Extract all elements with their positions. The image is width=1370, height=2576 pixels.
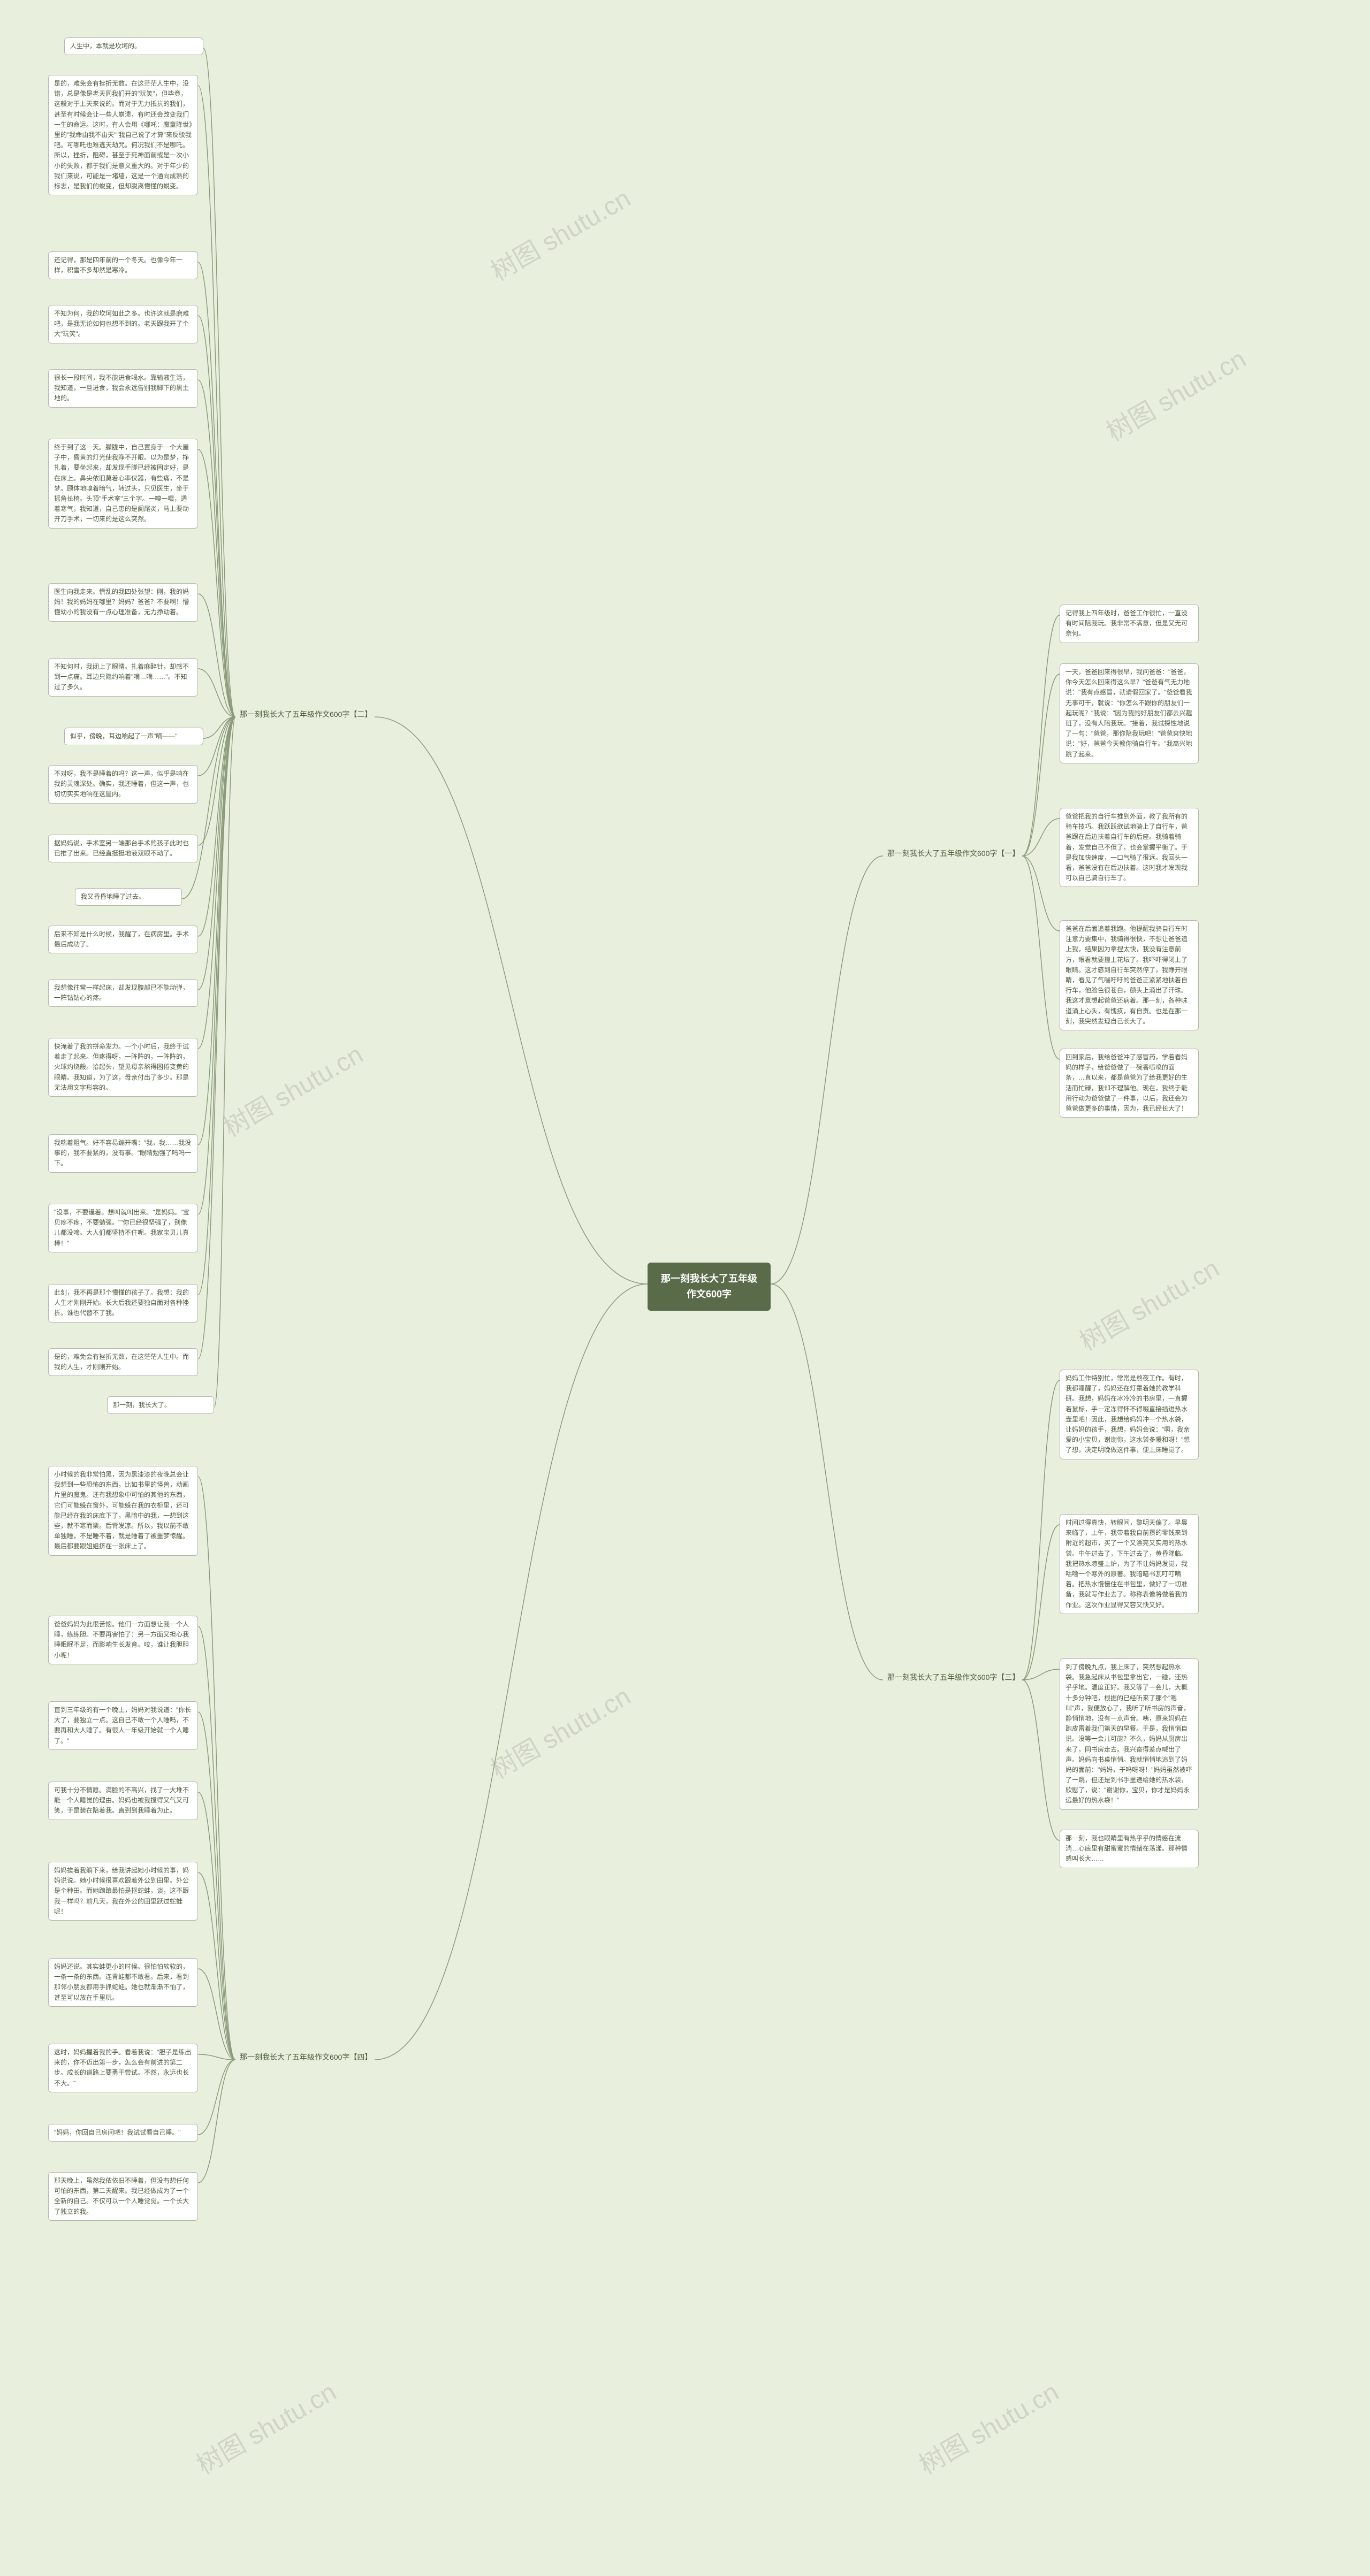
leaf-node: 不知何时，我闭上了眼睛。扎着麻醉针，却感不到一点痛。耳边只隐约响着"嘀…嘀……"… [48, 658, 198, 697]
section-title: 那一刻我长大了五年级作文600字【一】 [883, 845, 1022, 861]
leaf-node: 那天晚上，虽然我依依旧不睡着，但没有想任何可怕的东西，第二天醒来。我已经做成为了… [48, 2172, 198, 2221]
leaf-node: 妈妈还说。其实蛙更小的时候。很怕怕软软的，一条一条的东西。连青蛙都不敢看。后来，… [48, 1958, 198, 2007]
leaf-node: 爸爸妈妈为此很苦恼。他们一方面想让我一个人睡，练练胆。不要再害怕了：另一方面又担… [48, 1616, 198, 1664]
leaf-node: 回到家后，我给爸爸冲了感冒药，学着看妈妈的样子，给爸爸做了一碗香喷喷的面条，…直… [1060, 1049, 1199, 1118]
leaf-node: 妈妈挨着我躺下来，给我讲起她小时候的事，妈妈说说。她小时候很喜欢跟着外公到田里。… [48, 1862, 198, 1921]
watermark: 树图 shutu.cn [215, 1034, 369, 1144]
leaf-node: 可我十分不情愿。满脸的不高兴，找了一大堆不能一个人睡觉的理由。妈妈也被我搅得又气… [48, 1782, 198, 1820]
watermark: 树图 shutu.cn [911, 2371, 1064, 2481]
leaf-node: 小时候的我非常怕黑，因为黑漆漆的夜晚总会让我想到一些恐怖的东西，比如书里的怪兽，… [48, 1466, 198, 1556]
leaf-node: 此刻，我不再是那个懵懂的孩子了。我想：我的人生才刚刚开始。长大后我还要独自面对各… [48, 1284, 198, 1323]
leaf-node: 我喘着粗气。好不容易蹦开嘴："我，我……我没事的，我不要紧的，没有事。"眼睛勉强… [48, 1134, 198, 1173]
leaf-node: 记得我上四年级时，爸爸工作很忙，一直没有时间陪我玩。我非常不满意，但是又无可奈何… [1060, 605, 1199, 643]
watermark: 树图 shutu.cn [188, 2371, 342, 2481]
leaf-node: 不知为何，我的坎坷如此之多。也许这就是磨难吧，是我无论如何也想不到的。老天跟我开… [48, 305, 198, 343]
leaf-node: 我想像往常一样起床，却发现腹部已不能动弹，一阵钻钻心的疼。 [48, 979, 198, 1007]
leaf-node: 爸爸把我的自行车推到外面，教了我所有的骑车技巧。我跃跃欲试地骑上了自行车，爸爸跟… [1060, 808, 1199, 887]
leaf-node: 很长一段时间，我不能进食喝水。靠输液生活，我知道，一旦进食，我会永远告别我脚下的… [48, 369, 198, 408]
leaf-node: 到了傍晚九点，我上床了，突然想起热水袋。我急起床从书包里拿出它，一碰，还热乎乎地… [1060, 1658, 1199, 1810]
leaf-node: 后来不知是什么时候，我醒了，在病房里。手术最后成功了。 [48, 926, 198, 953]
leaf-node: 还记得，那是四年前的一个冬天。也像今年一样，积雪不多却然是寒冷。 [48, 251, 198, 279]
root-node: 那一刻我长大了五年级作文600字 [648, 1263, 771, 1311]
leaf-node: 医生向我走来。慌乱的我四处张望：刚，我的妈妈！我的妈妈在哪里？妈妈？爸爸？不要啊… [48, 583, 198, 622]
leaf-node: "没事，不要逞着。想叫就叫出来。"是妈妈。"宝贝疼不疼，不要勉强。""你已经很坚… [48, 1204, 198, 1252]
leaf-node: 不对呀，我不是睡着的吗？这一声，似乎是响在我的灵魂深处。确实，我还睡着，但这一声… [48, 765, 198, 804]
leaf-node: 一天，爸爸回来得很早，我问爸爸："爸爸，你今天怎么回来得这么早？"爸爸有气无力地… [1060, 663, 1199, 763]
leaf-node: 这时，妈妈握着我的手。看着我说："胆子是练出来的，你不迈出第一步，怎么会有前进的… [48, 2044, 198, 2092]
leaf-node: 人生中，本就是坎坷的。 [64, 37, 203, 55]
watermark: 树图 shutu.cn [1098, 338, 1252, 448]
section-title: 那一刻我长大了五年级作文600字【二】 [235, 706, 375, 722]
watermark: 树图 shutu.cn [1071, 1248, 1225, 1358]
section-title: 那一刻我长大了五年级作文600字【三】 [883, 1669, 1022, 1685]
leaf-node: 我又昏昏地睡了过去。 [75, 888, 182, 906]
leaf-node: 那一刻，我长大了。 [107, 1396, 214, 1414]
leaf-node: 妈妈工作特别忙，常常是熬夜工作。有时，我都睡醒了，妈妈还在灯罩着她的教学科研。我… [1060, 1370, 1199, 1459]
watermark: 树图 shutu.cn [483, 1676, 636, 1786]
leaf-node: 爸爸在后面追着我跑。他提醒我骑自行车时注意力要集中，我骑得很快，不想让爸爸追上我… [1060, 920, 1199, 1030]
section-title: 那一刻我长大了五年级作文600字【四】 [235, 2049, 375, 2065]
leaf-node: 据妈妈说，手术室另一端那台手术的孩子此时也已推了出来。已经直挺挺地液双眼不动了。 [48, 835, 198, 862]
watermark: 树图 shutu.cn [483, 178, 636, 288]
leaf-node: "妈妈，你回自己房间吧！我试试看自己睡。" [48, 2124, 198, 2142]
leaf-node: 直到三年级的有一个晚上，妈妈对我说道："你长大了，要独立一点。这自己不敢一个人睡… [48, 1701, 198, 1750]
leaf-node: 似乎，傍晚，耳边响起了一声"嘀——" [64, 728, 203, 745]
leaf-node: 快淹着了我的拼命发力。一个小时后，我终于试着走了起来。但疼得呀，一阵阵的，一阵阵… [48, 1038, 198, 1097]
leaf-node: 那一刻，我也眼睛里有热乎乎的情感在流淌…心底里有甜蜜蜜的情绪在荡漾。那种情感叫长… [1060, 1830, 1199, 1868]
leaf-node: 时间过得真快，转眼间，黎明天偏了。早晨来临了，上午，我带着我自前攒的零钱来到附近… [1060, 1514, 1199, 1614]
leaf-node: 终于到了这一天。朦胧中，自己置身于一个大屋子中，昏黄的灯光使我睁不开眼。以为是梦… [48, 439, 198, 529]
leaf-node: 是的，难免会有挫折无数，在这茫茫人生中。而我的人生，才刚刚开始。 [48, 1348, 198, 1376]
leaf-node: 是的，难免会有挫折无数。在这茫茫人生中，没错，总是像是老天同我们开的"玩笑"，但… [48, 75, 198, 195]
